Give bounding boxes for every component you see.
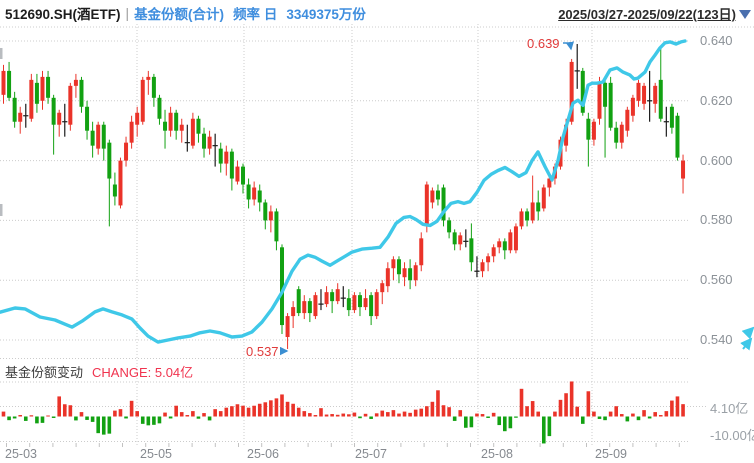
- high-annotation: 0.639: [527, 36, 560, 51]
- date-range-selector[interactable]: 2025/03/27-2025/09/22(123日): [558, 4, 751, 23]
- series-label: 基金份额(合计): [134, 7, 225, 22]
- chevron-down-icon[interactable]: [739, 10, 751, 19]
- frequency-label: 频率 日: [233, 7, 278, 22]
- gridlines: [0, 24, 754, 447]
- price-tick-label: 0.560: [700, 272, 733, 288]
- month-tick-label: 25-03: [5, 447, 37, 461]
- fund-share-line: [0, 39, 687, 344]
- sub-axis-tick-top: 4.10亿: [710, 401, 749, 416]
- month-tick-label: 25-08: [481, 447, 513, 461]
- price-tick-label: 0.620: [700, 92, 733, 108]
- expand-icon[interactable]: [740, 326, 754, 351]
- shares-value: 3349375万份: [286, 7, 366, 22]
- sub-axis-tick-bottom: -10.00亿: [710, 428, 754, 443]
- sub-chart-title: 基金份额变动: [5, 364, 84, 380]
- price-tick-label: 0.540: [700, 332, 733, 347]
- month-tick-label: 25-07: [355, 447, 387, 461]
- month-tick-label: 25-06: [247, 447, 279, 461]
- low-annotation: 0.537: [246, 344, 279, 359]
- clipped-left-axis-fragment: [0, 204, 3, 216]
- chart-header: 512690.SH(酒ETF) | 基金份额(合计) 频率 日 3349375万…: [0, 0, 754, 26]
- header-divider: |: [125, 5, 130, 21]
- date-range-text[interactable]: 2025/03/27-2025/09/22(123日): [558, 7, 736, 22]
- change-value: CHANGE: 5.04亿: [92, 364, 194, 380]
- share-change-bars: [1, 381, 685, 444]
- price-tick-label: 0.600: [700, 152, 733, 168]
- symbol-title: 512690.SH(酒ETF): [5, 7, 121, 22]
- clipped-left-axis-fragment: [0, 48, 3, 59]
- candlesticks: [1, 43, 686, 349]
- month-tick-label: 25-09: [595, 447, 627, 461]
- month-tick-label: 25-05: [140, 447, 172, 461]
- high-annotation-arrow: [563, 41, 574, 51]
- price-tick-label: 0.640: [700, 33, 733, 48]
- sub-chart-header: 基金份额变动 CHANGE: 5.04亿: [0, 361, 193, 381]
- price-tick-label: 0.580: [700, 212, 733, 228]
